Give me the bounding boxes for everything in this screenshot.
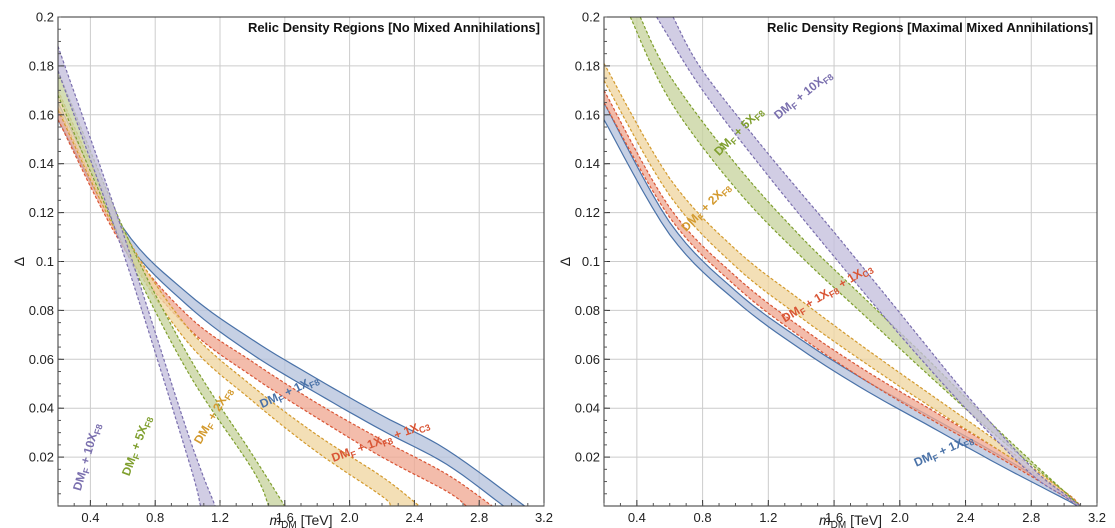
y-tick-label: 0.02 — [29, 450, 54, 465]
y-tick-label: 0.02 — [575, 450, 600, 465]
x-tick-label: 0.4 — [628, 510, 646, 525]
y-tick-label: 0.1 — [582, 254, 600, 269]
y-tick-label: 0.2 — [582, 10, 600, 25]
y-tick-label: 0.18 — [29, 58, 54, 73]
x-tick-label: 1.6 — [276, 510, 294, 525]
y-tick-label: 0.18 — [575, 58, 600, 73]
x-tick-label: 1.2 — [211, 510, 229, 525]
panel-title: Relic Density Regions [Maximal Mixed Ann… — [767, 20, 1093, 35]
x-tick-label: 0.8 — [694, 510, 712, 525]
y-tick-label: 0.14 — [575, 156, 600, 171]
band-upper-edge-4 — [58, 70, 286, 506]
band-label-3: DMF + 2XF8 — [191, 385, 236, 448]
x-tick-label: 2.8 — [470, 510, 488, 525]
x-tick-label: 2.4 — [956, 510, 974, 525]
y-tick-label: 0.06 — [29, 352, 54, 367]
y-tick-label: 0.14 — [29, 156, 54, 171]
band-upper-edge-4 — [639, 17, 1081, 506]
y-tick-label: 0.04 — [575, 401, 600, 416]
y-axis-title: Δ — [557, 257, 573, 266]
x-tick-label: 0.8 — [146, 510, 164, 525]
y-tick-label: 0.1 — [36, 254, 54, 269]
band-upper-edge-2 — [58, 107, 493, 506]
band-upper-edge-5 — [58, 46, 216, 506]
band-lower-edge-5 — [58, 70, 202, 506]
x-axis-title: mDM [TeV] — [269, 512, 332, 528]
band-lower-edge-1 — [604, 119, 1078, 506]
y-tick-label: 0.12 — [575, 205, 600, 220]
x-tick-label: 2.0 — [341, 510, 359, 525]
x-tick-label: 1.2 — [759, 510, 777, 525]
band-upper-edge-3 — [58, 90, 420, 506]
band-lower-edge-4 — [629, 17, 1078, 506]
band-lower-edge-4 — [58, 94, 270, 506]
band-upper-edge-1 — [58, 102, 525, 506]
y-tick-label: 0.12 — [29, 205, 54, 220]
y-tick-label: 0.04 — [29, 401, 54, 416]
band-lower-edge-3 — [58, 109, 391, 506]
y-tick-label: 0.2 — [36, 10, 54, 25]
x-tick-label: 2.8 — [1022, 510, 1040, 525]
band-upper-edge-3 — [604, 63, 1082, 506]
x-tick-label: 2.4 — [405, 510, 423, 525]
band-label-4: DMF + 5XF8 — [119, 414, 156, 479]
bands — [58, 46, 525, 506]
x-tick-label: 3.2 — [535, 510, 553, 525]
band-fill-5 — [58, 46, 216, 506]
chart-panel-1: 0.4 0.8 1.2 1.6 2.0 2.4 2.8 3.2 0.02 0.04 0.06 0.08… — [11, 10, 553, 528]
x-tick-label: 0.4 — [81, 510, 99, 525]
band-lower-edge-5 — [656, 17, 1078, 506]
x-tick-label: 3.2 — [1088, 510, 1106, 525]
chart-panel-2: 0.4 0.8 1.2 1.6 2.0 2.4 2.8 3.2 0.02 0.04 0.06 0.08… — [557, 10, 1106, 528]
bands — [604, 17, 1082, 506]
band-lower-edge-2 — [58, 119, 467, 506]
y-tick-label: 0.08 — [575, 303, 600, 318]
x-tick-label: 1.6 — [825, 510, 843, 525]
y-tick-label: 0.16 — [29, 107, 54, 122]
x-axis-title: mDM [TeV] — [819, 512, 882, 528]
x-tick-label: 2.0 — [891, 510, 909, 525]
y-axis-title: Δ — [11, 257, 27, 266]
y-tick-label: 0.16 — [575, 107, 600, 122]
y-tick-label: 0.06 — [575, 352, 600, 367]
y-tick-label: 0.08 — [29, 303, 54, 318]
panel-title: Relic Density Regions [No Mixed Annihila… — [248, 20, 540, 35]
